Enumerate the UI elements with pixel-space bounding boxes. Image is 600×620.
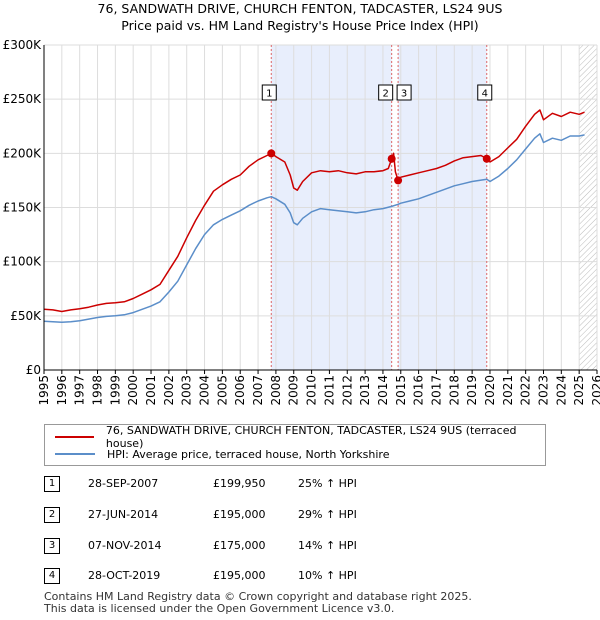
sale-price: £175,000 (213, 539, 266, 552)
x-tick-label: 2023 (536, 375, 550, 406)
y-tick-label: £200K (3, 146, 43, 160)
x-tick-label: 2005 (215, 375, 229, 406)
legend-swatch-property (55, 436, 94, 438)
sale-label-box (261, 84, 277, 101)
x-tick-label: 2011 (322, 375, 336, 406)
footer-copyright: Contains HM Land Registry data © Crown c… (44, 590, 472, 603)
sale-point (482, 154, 491, 163)
sale-price: £199,950 (213, 477, 266, 490)
sale-label-box (477, 84, 493, 101)
sale-number-badge: 3 (44, 538, 60, 554)
legend-item-property: 76, SANDWATH DRIVE, CHURCH FENTON, TADCA… (55, 424, 545, 450)
x-tick-label: 2025 (572, 375, 586, 406)
hpi-line (43, 133, 585, 324)
x-tick-label: 2018 (447, 375, 461, 406)
sale-row: 2 27-JUN-2014 £195,000 29% ↑ HPI (0, 507, 600, 525)
sale-number-badge: 1 (44, 476, 60, 492)
sale-hpi-change: 25% ↑ HPI (298, 477, 357, 490)
legend-label-hpi: HPI: Average price, terraced house, Nort… (107, 447, 390, 461)
price-chart: 1 2 3 4 £0 £50K £100K £150K £200K £250K £300K 1995 1… (3, 38, 600, 406)
sale-date: 27-JUN-2014 (88, 508, 159, 521)
x-tick-label: 2010 (305, 375, 319, 406)
sale-label-text: 3 (401, 89, 407, 100)
x-tick-label: 1998 (91, 375, 105, 406)
y-tick-label: £150K (3, 201, 43, 215)
sale-hpi-change: 10% ↑ HPI (298, 569, 357, 582)
x-tick-label: 2016 (412, 375, 426, 406)
sale-number-badge: 4 (44, 568, 60, 584)
sale-row: 4 28-OCT-2019 £195,000 10% ↑ HPI (0, 568, 600, 586)
sale-label-box (378, 84, 394, 101)
x-tick-label: 2004 (198, 375, 212, 406)
legend: 76, SANDWATH DRIVE, CHURCH FENTON, TADCA… (44, 424, 546, 466)
sale-price: £195,000 (213, 569, 266, 582)
x-tick-label: 2001 (144, 375, 158, 406)
x-tick-label: 2017 (429, 375, 443, 406)
sale-label-text: 1 (266, 89, 272, 100)
x-tick-label: 1999 (108, 375, 122, 406)
chart-subtitle: Price paid vs. HM Land Registry's House … (121, 18, 479, 33)
sale-date: 07-NOV-2014 (88, 539, 162, 552)
sale-number-badge: 2 (44, 507, 60, 523)
x-tick-label: 2003 (180, 375, 194, 406)
y-tick-label: £0 (26, 363, 41, 377)
x-tick-label: 2019 (465, 375, 479, 406)
x-tick-label: 2013 (358, 375, 372, 406)
sale-hpi-change: 14% ↑ HPI (298, 539, 357, 552)
sale-row: 3 07-NOV-2014 £175,000 14% ↑ HPI (0, 538, 600, 556)
x-tick-label: 2020 (483, 375, 497, 406)
x-tick-label: 2008 (269, 375, 283, 406)
x-tick-label: 1995 (37, 375, 51, 406)
footer-license: This data is licensed under the Open Gov… (44, 602, 395, 615)
sale-price: £195,000 (213, 508, 266, 521)
x-tick-label: 2000 (126, 375, 140, 406)
property-price-line (43, 109, 585, 313)
sale-point (394, 176, 403, 185)
sale-label-text: 4 (482, 89, 488, 100)
sale-point (267, 149, 276, 158)
chart-title: 76, SANDWATH DRIVE, CHURCH FENTON, TADCA… (97, 1, 503, 16)
x-tick-label: 2006 (233, 375, 247, 406)
x-tick-label: 2024 (554, 375, 568, 406)
x-tick-label: 2015 (394, 375, 408, 406)
legend-swatch-hpi (55, 453, 95, 455)
y-tick-label: £300K (3, 38, 43, 52)
sale-label-text: 2 (382, 89, 388, 100)
x-tick-label: 2022 (519, 375, 533, 406)
x-tick-label: 1996 (55, 375, 69, 406)
sale-label-box (396, 84, 412, 101)
y-tick-label: £100K (3, 255, 43, 269)
sale-point (387, 154, 396, 163)
legend-item-hpi: HPI: Average price, terraced house, Nort… (55, 446, 389, 462)
sale-date: 28-SEP-2007 (88, 477, 159, 490)
x-tick-label: 2009 (287, 375, 301, 406)
sale-date: 28-OCT-2019 (88, 569, 161, 582)
x-tick-label: 2021 (501, 375, 515, 406)
legend-label-property: 76, SANDWATH DRIVE, CHURCH FENTON, TADCA… (105, 424, 517, 450)
x-tick-label: 2012 (340, 375, 354, 406)
x-tick-label: 2007 (251, 375, 265, 406)
sale-row: 1 28-SEP-2007 £199,950 25% ↑ HPI (0, 476, 600, 494)
x-tick-label: 2014 (376, 375, 390, 406)
x-tick-label: 2026 (590, 375, 600, 406)
x-tick-label: 2002 (162, 375, 176, 406)
y-tick-label: £50K (10, 309, 42, 323)
sale-hpi-change: 29% ↑ HPI (298, 508, 357, 521)
x-tick-label: 1997 (73, 375, 87, 406)
y-tick-label: £250K (3, 92, 43, 106)
